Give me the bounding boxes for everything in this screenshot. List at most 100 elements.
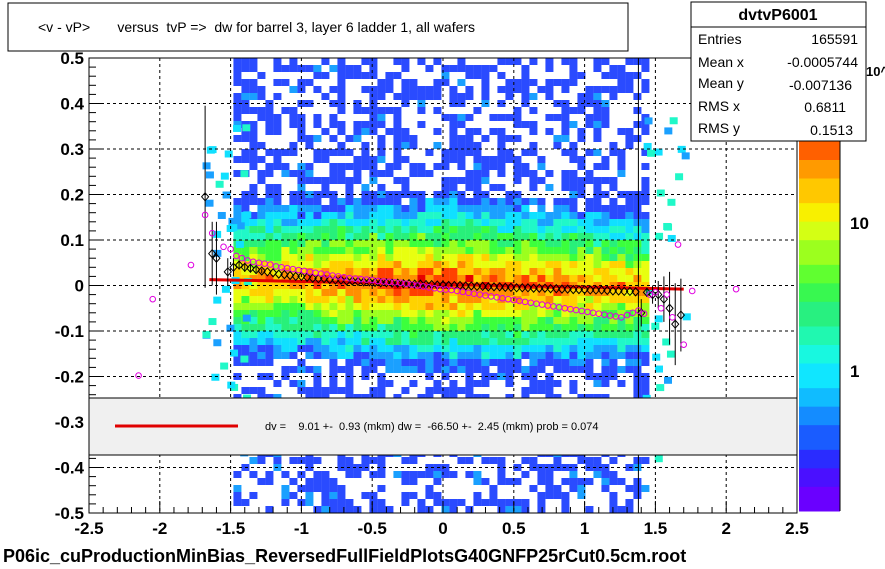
- colorbar-step: [799, 350, 840, 358]
- colorbar-step: [799, 326, 840, 333]
- colorbar-step: [799, 486, 840, 493]
- data-point-diamond: [404, 278, 414, 289]
- x-tick-label: 1.5: [644, 519, 668, 538]
- fit-result-text: dv = 9.01 +- 0.93 (mkm) dw = -66.50 +- 2…: [265, 421, 599, 433]
- x-axis-labels: -2.5 -2 -1.5 -1 -0.5 0 0.5 1 1.5 2 2.5: [74, 519, 808, 538]
- data-point-diamond: [569, 284, 578, 295]
- data-point-circle: [266, 261, 274, 268]
- x-tick-label: -2.5: [74, 519, 103, 538]
- data-point-diamond: [597, 285, 606, 295]
- data-point-diamond: [376, 278, 385, 288]
- data-point-diamond: [399, 278, 408, 289]
- colorbar-step: [799, 208, 840, 216]
- colorbar-step: [799, 276, 840, 284]
- data-point-circle: [652, 289, 659, 296]
- data-point-diamond: [518, 283, 527, 293]
- y-tick-label: -0.4: [55, 459, 85, 478]
- data-point-circle: [135, 372, 142, 379]
- y-tick-label: -0.1: [55, 322, 84, 341]
- data-point-circle: [629, 309, 637, 317]
- colorbar-label: 10: [850, 214, 869, 233]
- data-point-diamond: [580, 284, 589, 295]
- data-point-diamond: [478, 281, 487, 292]
- data-point-diamond: [297, 271, 306, 282]
- colorbar-step: [799, 307, 840, 315]
- data-point-diamond: [200, 192, 210, 202]
- data-point-circle: [187, 261, 195, 269]
- data-point-diamond: [540, 283, 550, 293]
- colorbar-step: [799, 159, 840, 167]
- colorbar-label: 1: [850, 362, 859, 381]
- data-point-circle: [732, 285, 740, 293]
- colorbar-step: [799, 215, 840, 222]
- data-point-diamond: [314, 273, 323, 284]
- footer-filename: P06ic_cuProductionMinBias_ReversedFullFi…: [3, 546, 686, 566]
- data-point-diamond: [393, 278, 402, 288]
- colorbar-step: [799, 332, 840, 339]
- data-point-circle: [674, 241, 682, 248]
- colorbar-step: [799, 424, 840, 432]
- x-tick-label: -1: [294, 519, 309, 538]
- data-point-diamond: [208, 248, 217, 259]
- colorbar-step: [799, 147, 840, 154]
- colorbar-step: [799, 301, 840, 308]
- colorbar-step: [799, 282, 840, 290]
- data-point-circle: [149, 295, 157, 303]
- colorbar: [799, 141, 841, 512]
- colorbar-step: [799, 363, 840, 370]
- data-point-circle: [623, 311, 631, 319]
- data-point-diamond: [529, 283, 538, 293]
- colorbar-step: [799, 190, 840, 197]
- data-points: [135, 105, 740, 379]
- stat-label: Mean y: [698, 75, 744, 91]
- stat-label: RMS y: [698, 120, 740, 136]
- data-point-diamond: [461, 281, 470, 291]
- data-point-diamond: [535, 283, 544, 293]
- colorbar-step: [799, 418, 840, 426]
- colorbar-step: [799, 443, 840, 450]
- data-point-diamond: [574, 284, 584, 295]
- data-point-diamond: [586, 285, 595, 295]
- colorbar-step: [799, 171, 840, 179]
- data-point-circle: [227, 245, 234, 253]
- data-point-diamond: [620, 286, 629, 297]
- data-point-circle: [635, 307, 642, 314]
- data-point-diamond: [308, 273, 317, 283]
- data-point-diamond: [484, 282, 493, 292]
- x-tick-label: -0.5: [358, 519, 387, 538]
- colorbar-step: [799, 356, 840, 364]
- data-point-diamond: [546, 283, 555, 294]
- colorbar-step: [799, 437, 840, 444]
- y-tick-label: 0.5: [60, 49, 84, 68]
- data-point-circle: [220, 243, 227, 251]
- y-tick-label: -0.2: [55, 368, 84, 387]
- data-point-diamond: [563, 284, 572, 294]
- data-point-diamond: [625, 286, 635, 297]
- data-point-diamond: [382, 278, 391, 288]
- data-point-circle: [208, 229, 216, 237]
- colorbar-step: [799, 369, 840, 376]
- colorbar-labels: 10 1 10^2: [850, 64, 885, 381]
- data-point-diamond: [274, 269, 283, 279]
- colorbar-step: [799, 412, 840, 419]
- data-point-diamond: [268, 268, 278, 278]
- colorbar-step: [799, 492, 840, 500]
- data-point-circle: [238, 254, 246, 262]
- colorbar-step: [799, 258, 840, 265]
- colorbar-step: [799, 239, 840, 247]
- data-point-diamond: [370, 277, 380, 288]
- colorbar-step: [799, 480, 840, 487]
- colorbar-step: [799, 338, 840, 345]
- y-tick-label: -0.3: [55, 413, 84, 432]
- colorbar-step: [799, 319, 840, 327]
- data-point-circle: [640, 310, 648, 318]
- colorbar-step: [799, 245, 840, 253]
- data-point-diamond: [552, 283, 561, 294]
- data-point-diamond: [506, 282, 516, 293]
- y-tick-label: 0.3: [60, 140, 84, 159]
- data-point-diamond: [387, 278, 397, 288]
- x-tick-label: 1: [580, 519, 589, 538]
- colorbar-step: [799, 165, 840, 173]
- data-point-diamond: [240, 262, 249, 273]
- data-point-circle: [657, 304, 665, 312]
